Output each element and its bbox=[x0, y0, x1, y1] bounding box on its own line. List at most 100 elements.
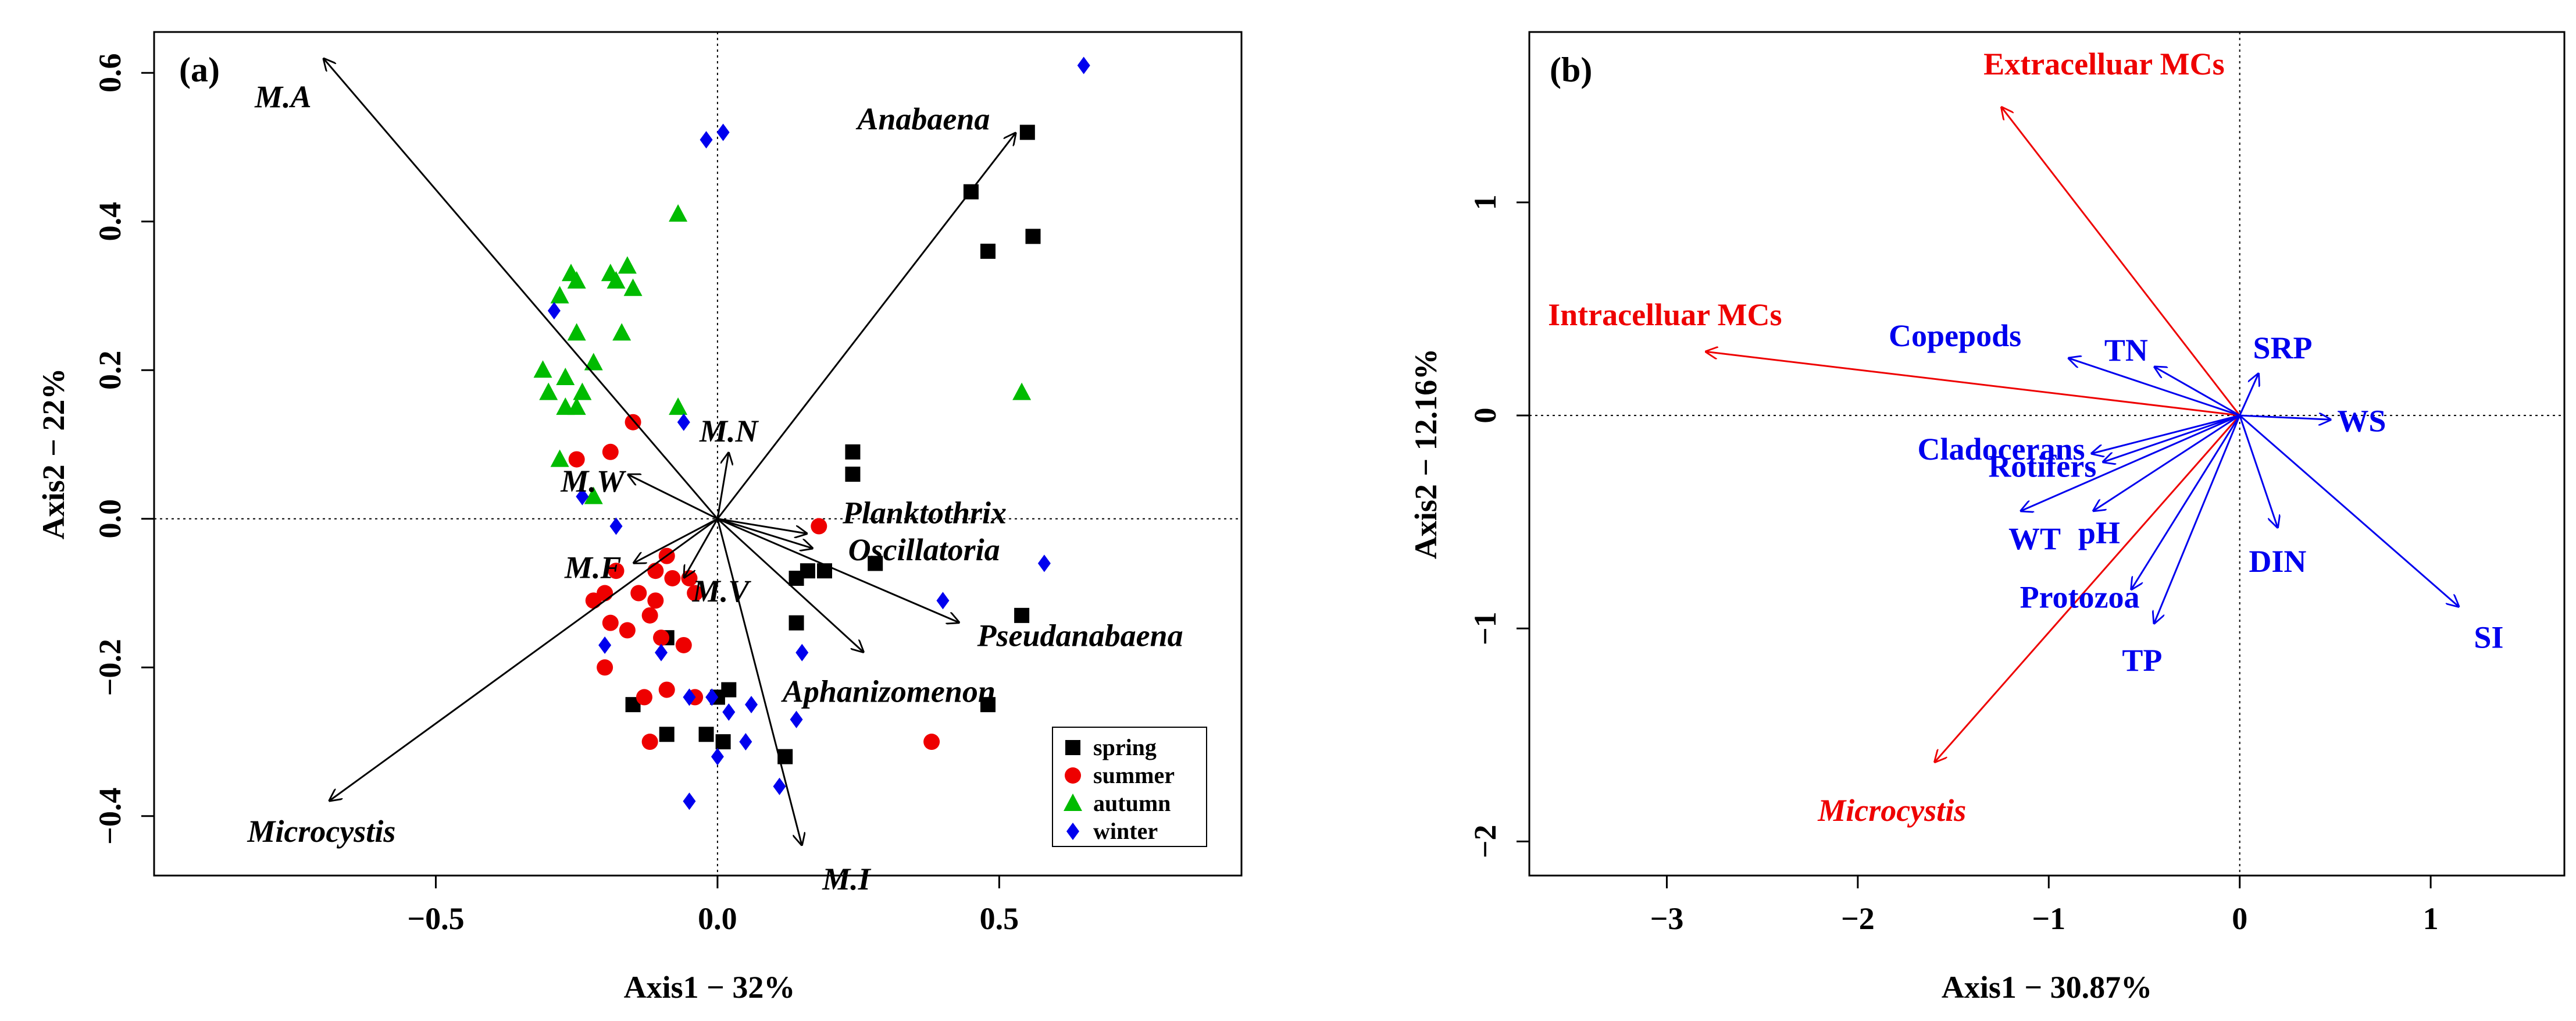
x-tick-label-b: −3 bbox=[1650, 901, 1684, 936]
x-tick-label-a: 0.5 bbox=[980, 901, 1019, 936]
x-axis-label-b: Axis1 − 30.87% bbox=[1942, 970, 2152, 1005]
legend-marker-autumn bbox=[1064, 794, 1082, 811]
vector-label-si: SI bbox=[2474, 620, 2503, 655]
summer-point bbox=[608, 563, 625, 579]
vector-label-pseudanabaena: Pseudanabaena bbox=[977, 618, 1183, 653]
summer-point bbox=[811, 518, 827, 535]
vector-label-copepods: Copepods bbox=[1889, 318, 2021, 353]
legend-label-winter: winter bbox=[1093, 818, 1158, 844]
vector-label-ws: WS bbox=[2337, 403, 2386, 438]
winter-point bbox=[700, 131, 713, 149]
winter-point bbox=[790, 710, 803, 728]
spring-point bbox=[698, 727, 714, 742]
x-tick-label-a: 0.0 bbox=[698, 901, 737, 936]
autumn-point bbox=[556, 368, 575, 386]
summer-point bbox=[641, 734, 658, 750]
vector-label-m-a: M.A bbox=[254, 80, 312, 115]
spring-point bbox=[789, 570, 804, 586]
panel-label-b: (b) bbox=[1550, 51, 1592, 89]
spring-point bbox=[1025, 229, 1041, 244]
summer-point bbox=[597, 659, 613, 676]
autumn-point bbox=[550, 286, 569, 304]
y-tick-label-a: 0.2 bbox=[92, 351, 127, 390]
y-tick-label-a: 0.4 bbox=[92, 202, 127, 241]
vector-label-tn: TN bbox=[2104, 333, 2148, 368]
vector-wt bbox=[2020, 414, 2240, 511]
winter-point bbox=[655, 643, 668, 661]
summer-point bbox=[636, 689, 652, 706]
vector-intracelluar-mcs bbox=[1705, 351, 2240, 417]
vector-label-din: DIN bbox=[2249, 544, 2306, 579]
winter-point bbox=[598, 636, 612, 654]
autumn-point bbox=[556, 397, 575, 415]
summer-point bbox=[653, 629, 670, 646]
winter-point bbox=[711, 748, 724, 766]
summer-point bbox=[675, 636, 692, 653]
y-tick-label-b: −1 bbox=[1468, 611, 1503, 645]
spring-point bbox=[1019, 124, 1035, 140]
y-tick-label-b: −2 bbox=[1468, 825, 1503, 859]
vector-label-aphanizomenon: Aphanizomenon bbox=[781, 674, 996, 709]
autumn-point bbox=[669, 204, 688, 222]
winter-point bbox=[773, 777, 786, 795]
spring-point bbox=[715, 734, 731, 750]
spring-point bbox=[845, 444, 861, 460]
autumn-point bbox=[618, 256, 637, 274]
panel-a: −0.5 0.0 0.5 −0.4 −0.2 0.0 0.2 0.4 0.6 Anabaena… bbox=[36, 31, 1243, 1005]
spring-point bbox=[789, 615, 804, 631]
autumn-point bbox=[612, 323, 631, 341]
species-vectors-a: Anabaena M.A M.N M.W PlanktothrixOscillatori… bbox=[247, 58, 1183, 897]
vector-copepods bbox=[2068, 358, 2240, 417]
vector-label-m-v: M.V bbox=[692, 574, 752, 609]
vector-m-a bbox=[323, 58, 719, 520]
summer-point bbox=[625, 414, 641, 431]
legend-label-spring: spring bbox=[1093, 734, 1157, 760]
summer-point bbox=[602, 443, 619, 460]
spring-point bbox=[868, 556, 883, 571]
spring-point bbox=[845, 467, 861, 482]
x-axis-ticks-a: −0.5 0.0 0.5 bbox=[407, 876, 1019, 936]
y-tick-label-a: 0.0 bbox=[92, 499, 127, 539]
plot-frame-b bbox=[1528, 31, 2566, 877]
environment-vectors-b: Extracelluar MCs Intracelluar MCs Microcys… bbox=[1548, 47, 2503, 828]
winter-point bbox=[1037, 554, 1051, 572]
y-tick-label-a: −0.2 bbox=[92, 639, 127, 696]
sample-points-a bbox=[533, 56, 1090, 810]
autumn-point bbox=[573, 382, 592, 400]
autumn-point bbox=[567, 323, 586, 341]
vector-anabaena bbox=[716, 132, 1016, 520]
y-axis-label-b: Axis2 − 12.16% bbox=[1408, 348, 1443, 559]
legend-label-autumn: autumn bbox=[1093, 790, 1171, 816]
x-tick-label-b: 0 bbox=[2232, 901, 2247, 936]
winter-point bbox=[722, 703, 736, 721]
autumn-point bbox=[584, 353, 603, 371]
legend-marker-summer bbox=[1065, 767, 1081, 784]
vector-label-wt: WT bbox=[2008, 521, 2061, 556]
x-axis-ticks-b: −3 −2 −1 0 1 bbox=[1650, 876, 2439, 936]
summer-point bbox=[687, 585, 704, 602]
x-axis-label-a: Axis1 − 32% bbox=[624, 970, 795, 1005]
vector-label-planktothrix: Planktothrix bbox=[842, 495, 1007, 530]
summer-point bbox=[664, 570, 681, 586]
vector-label-tp: TP bbox=[2122, 643, 2162, 678]
winter-point bbox=[745, 696, 758, 714]
spring-point bbox=[817, 563, 833, 579]
summer-point bbox=[647, 592, 664, 609]
x-tick-label-b: 1 bbox=[2423, 901, 2439, 936]
vector-extracelluar-mcs bbox=[2001, 106, 2240, 417]
vector-rotifers bbox=[2102, 414, 2240, 463]
vector-protozoa bbox=[2131, 415, 2240, 590]
legend-label-summer: summer bbox=[1093, 762, 1175, 788]
autumn-point bbox=[539, 382, 558, 400]
summer-point bbox=[641, 607, 658, 624]
vector-label-extracelluar-mcs: Extracelluar MCs bbox=[1983, 47, 2224, 81]
x-tick-label-b: −1 bbox=[2032, 901, 2065, 936]
vector-oscillatoria bbox=[717, 518, 814, 549]
summer-point bbox=[619, 622, 636, 639]
spring-point bbox=[659, 727, 675, 742]
vector-label-m-w: M.W bbox=[560, 464, 627, 499]
y-tick-label-a: 0.6 bbox=[92, 54, 127, 93]
summer-point bbox=[658, 681, 675, 698]
vector-microcystis bbox=[1934, 415, 2240, 763]
